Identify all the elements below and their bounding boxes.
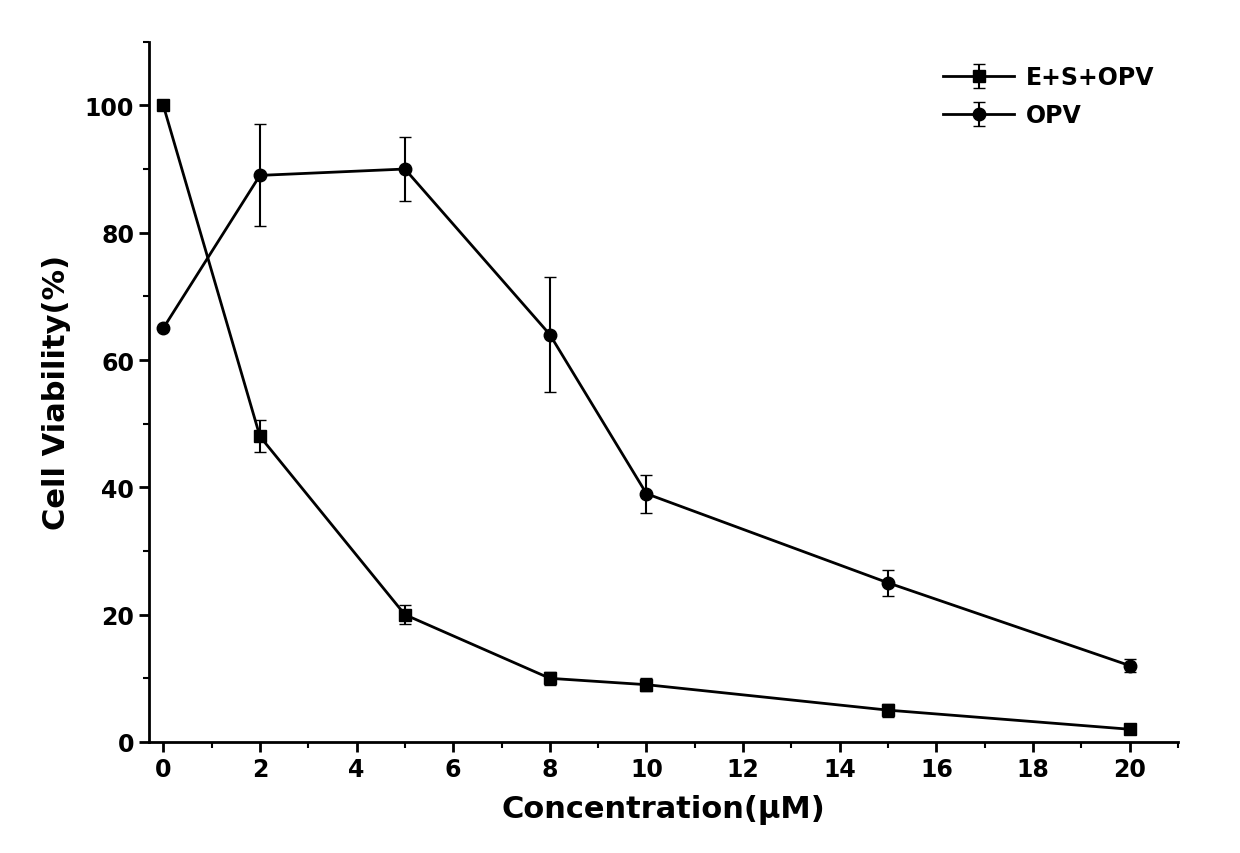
X-axis label: Concentration(μM): Concentration(μM) bbox=[501, 794, 826, 825]
Y-axis label: Cell Viability(%): Cell Viability(%) bbox=[42, 255, 71, 530]
Legend: E+S+OPV, OPV: E+S+OPV, OPV bbox=[931, 55, 1166, 140]
